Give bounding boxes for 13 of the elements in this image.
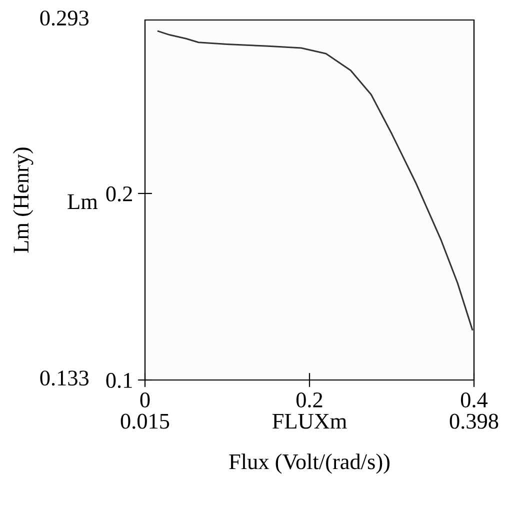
text: 0.015 <box>120 414 170 429</box>
x-tick-label: 0 <box>140 392 150 408</box>
y-axis-title: Lm (Henry) <box>12 148 34 253</box>
text: FLUXm <box>272 414 347 429</box>
x-axis-title: Flux (Volt/(rad/s)) <box>229 454 390 474</box>
x-tick-label: 0.2 <box>296 392 322 408</box>
x-tick-label: 0.4 <box>460 392 488 408</box>
y-tick-label: 0.1 <box>106 372 132 388</box>
text: Lm <box>68 194 98 209</box>
line-series <box>157 30 474 330</box>
text: 0.133 <box>40 370 89 386</box>
text: 0.398 <box>450 414 498 429</box>
text: 0.293 <box>40 10 89 26</box>
